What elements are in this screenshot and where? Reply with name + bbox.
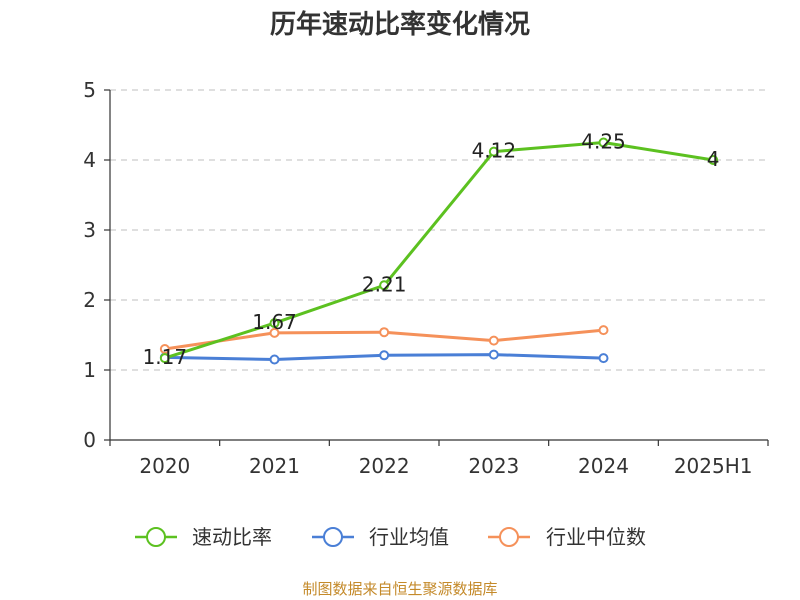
data-label: 4.25 [581,130,626,154]
x-tick-label: 2024 [578,454,629,478]
legend-label: 速动比率 [192,525,272,549]
y-tick-label: 1 [83,358,96,382]
x-tick-label: 2025H1 [674,454,753,478]
legend-label: 行业中位数 [546,525,646,549]
data-point [598,325,609,336]
y-tick-label: 0 [83,428,96,452]
data-point [598,353,609,364]
y-tick-label: 2 [83,288,96,312]
data-label: 4.12 [472,139,517,163]
legend-item[interactable]: 速动比率 [135,525,272,549]
y-tick-label: 4 [83,148,96,172]
data-label: 1.67 [252,310,297,334]
y-tick-label: 5 [83,78,96,102]
data-point [269,327,280,338]
data-point [269,318,280,329]
legend-item[interactable]: 行业均值 [312,525,449,549]
x-tick-label: 2021 [249,454,300,478]
series-line [164,141,714,360]
chart-title: 历年速动比率变化情况 [270,9,530,40]
legend-item[interactable]: 行业中位数 [488,525,646,549]
data-point [159,353,170,364]
series-points [159,137,719,365]
legend-marker-icon [499,527,519,547]
data-point [379,280,390,291]
data-point [488,335,499,346]
data-labels: 1.17 1.67 2.21 4.12 4.25 4 [143,130,720,370]
data-point [598,137,609,148]
data-label: 2.21 [362,272,407,296]
source-note: 制图数据来自恒生聚源数据库 [302,580,497,598]
data-point [488,146,499,157]
legend-marker-icon [323,527,343,547]
legend-label: 行业均值 [369,525,449,549]
legend-marker-icon [146,527,166,547]
y-tick-label: 3 [83,218,96,242]
data-point [159,344,170,354]
x-tick-label: 2022 [359,454,410,478]
series-lines [164,141,714,361]
data-label: 1.17 [143,345,188,369]
data-point [379,327,390,338]
data-point [269,354,280,365]
x-tick-label: 2020 [139,454,190,478]
data-point [379,350,390,361]
data-label: 4 [707,147,720,171]
gridlines [110,89,768,371]
x-tick-label: 2023 [468,454,519,478]
data-point [488,349,499,360]
legend[interactable]: 速动比率 行业均值 行业中位数 [135,525,646,549]
data-point [708,155,719,165]
axes: 0 1 2 3 4 5 2020 2021 2022 2023 2024 2025H1 [83,78,769,478]
